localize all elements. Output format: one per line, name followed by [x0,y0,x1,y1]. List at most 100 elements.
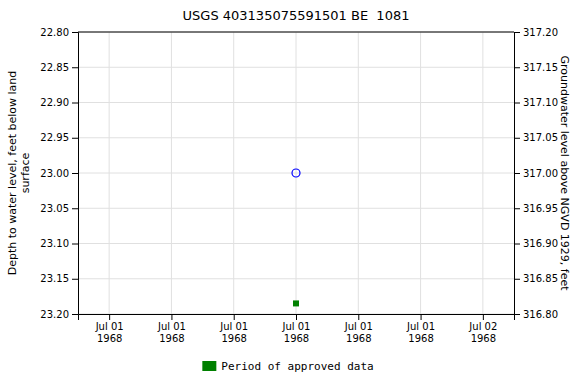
y-tick-mark [72,279,78,280]
y2-tick-label: 317.20 [523,27,558,38]
x-tick-label: Jul 011968 [157,321,186,344]
y-tick-mark [72,32,78,33]
y2-tick: 317.05 [514,132,558,143]
legend-label: Period of approved data [221,360,373,373]
y-tick-label: 22.90 [40,97,69,108]
text-line: surface [19,152,32,193]
y-tick-label: 23.00 [40,168,69,179]
y-axis-title: Depth to water level, feet below landsur… [6,71,32,276]
plot: Jul 011968Jul 011968Jul 011968Jul 011968… [6,8,571,344]
text-line: Jul 01 [95,321,124,332]
text-line: 1968 [346,333,371,344]
y2-tick-mark [514,173,520,174]
text-line: 1968 [284,333,309,344]
y2-tick: 316.80 [514,309,558,320]
text-line: 1968 [221,333,246,344]
y-tick-mark [72,208,78,209]
x-tick-mark [171,314,172,320]
y-tick-mark [72,67,78,68]
x-tick-mark [358,314,359,320]
x-tick-mark [296,314,297,320]
x-tick-label: Jul 011968 [219,321,248,344]
y2-tick-mark [514,244,520,245]
y2-tick-label: 316.90 [523,238,558,249]
y2-tick-mark [514,208,520,209]
x-grid-line [482,32,483,314]
text-line: Jul 01 [282,321,311,332]
text-line: 1968 [159,333,184,344]
legend-swatch [202,361,216,371]
x-tick-label: Jul 011968 [406,321,435,344]
y2-tick: 317.00 [514,168,558,179]
x-grid-line [296,32,297,314]
y-axis-line [72,33,79,315]
y2-tick-label: 317.05 [523,132,558,143]
y-tick-label: 22.80 [40,27,69,38]
x-tick: Jul 011968 [282,314,311,344]
y2-tick-label: 316.95 [523,203,558,214]
text-line: Jul 02 [468,321,497,332]
x-tick: Jul 011968 [406,314,435,344]
text-line: Jul 01 [344,321,373,332]
text-line: 1968 [408,333,433,344]
y-tick-label: 23.20 [40,309,69,320]
title: USGS 403135075591501 BE 1081 [183,8,410,23]
x-tick-label: Jul 011968 [282,321,311,344]
y2-tick-mark [514,32,520,33]
text-line: Jul 01 [406,321,435,332]
x-tick-mark [483,314,484,320]
y-tick-mark [72,314,78,315]
legend-item: Period of approved data [202,360,373,373]
y-tick: 23.00 [40,168,78,179]
y2-tick-label: 316.85 [523,273,558,284]
y-tick-label: 22.95 [40,132,69,143]
y2-tick-mark [514,279,520,280]
chart: Jul 011968Jul 011968Jul 011968Jul 011968… [0,0,576,384]
y2-tick: 316.95 [514,203,558,214]
x-tick: Jul 011968 [344,314,373,344]
x-tick: Jul 011968 [219,314,248,344]
y-axis: 22.80 22.85 22.90 22.95 23.00 23.05 23.10 23.15… [40,27,78,320]
x-axis-line [79,315,515,321]
y-tick-label: 23.05 [40,203,69,214]
y2-tick: 316.85 [514,273,558,284]
text-line: Depth to water level, feet below land [6,71,19,276]
y2-axis-title: Groundwater level above NGVD 1929, feet [558,55,571,291]
text-line: 1968 [471,333,496,344]
legend: Period of approved data [202,360,373,373]
y-tick-label: 23.10 [40,238,69,249]
x-grid-line [358,32,359,314]
y2-tick-label: 316.80 [523,309,558,320]
point [293,300,299,306]
x-tick-label: Jul 011968 [95,321,124,344]
y-tick-label: 22.85 [40,62,69,73]
y2-tick-label: 317.10 [523,97,558,108]
y-tick: 22.95 [40,132,78,143]
text-line: Jul 01 [157,321,186,332]
y-tick: 23.10 [40,238,78,249]
x-grid-line [420,32,421,314]
x-tick-mark [234,314,235,320]
series [292,169,300,177]
y-grid-line [78,32,514,33]
y2-tick: 317.10 [514,97,558,108]
y2-tick-mark [514,314,520,315]
y-tick: 22.85 [40,62,78,73]
y-tick: 22.90 [40,97,78,108]
grid [78,32,514,314]
x-tick: Jul 011968 [95,314,124,344]
y-tick: 23.05 [40,203,78,214]
y-tick: 23.20 [40,309,78,320]
y-tick: 23.15 [40,273,78,284]
y2-tick-mark [514,103,520,104]
y-tick-mark [72,173,78,174]
x-grid-line [233,32,234,314]
x-tick-mark [109,314,110,320]
y2-tick-mark [514,67,520,68]
x-tick: Jul 021968 [468,314,497,344]
marks [292,169,300,306]
x-grid-line [109,32,110,314]
x-tick-label: Jul 011968 [344,321,373,344]
y-tick-label: 23.15 [40,273,69,284]
x-tick-mark [421,314,422,320]
